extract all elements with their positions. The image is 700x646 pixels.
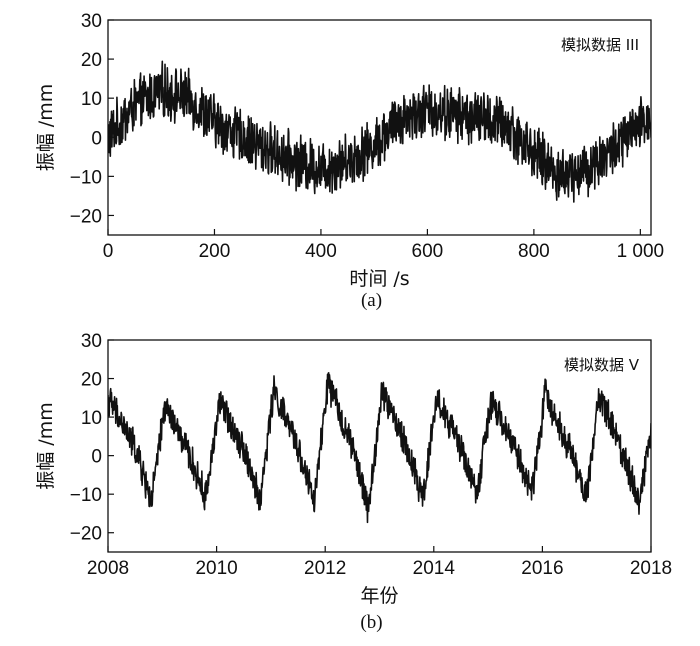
y-tick-label-a-1: −10 xyxy=(70,167,102,188)
x-tick-label-b-2: 2012 xyxy=(304,558,346,579)
y-tick-label-b-1: −10 xyxy=(70,485,102,506)
panel-title-a: 模拟数据 III xyxy=(561,36,639,54)
x-tick-label-b-4: 2016 xyxy=(521,558,563,579)
y-axis-label-a: 振幅 /mm xyxy=(35,84,57,171)
x-tick-label-a-2: 400 xyxy=(305,241,337,262)
y-tick-label-b-2: 0 xyxy=(91,447,102,468)
plot-area-b xyxy=(108,372,651,524)
x-tick-label-a-3: 600 xyxy=(412,241,444,262)
y-tick-label-b-5: 30 xyxy=(81,331,102,352)
y-tick-label-a-4: 20 xyxy=(81,50,102,71)
x-tick-label-b-3: 2014 xyxy=(413,558,456,579)
x-tick-label-a-4: 800 xyxy=(518,241,550,262)
y-tick-label-a-0: −20 xyxy=(70,206,102,227)
x-tick-label-a-0: 0 xyxy=(103,241,114,262)
series-line-a-0 xyxy=(108,60,651,203)
panel-title-b: 模拟数据 V xyxy=(564,356,640,374)
y-tick-label-b-3: 10 xyxy=(81,408,102,429)
y-axis-label-b: 振幅 /mm xyxy=(35,402,57,489)
x-tick-label-a-5: 1 000 xyxy=(617,241,665,262)
x-axis-label-a: 时间 /s xyxy=(349,268,409,290)
x-tick-label-a-1: 200 xyxy=(199,241,231,262)
axes-frame-a xyxy=(107,19,652,236)
y-tick-label-a-2: 0 xyxy=(91,128,102,149)
ticks-b: 2008 2010 2012 2014 2016 2018 −20 −10 0 10 20 30 xyxy=(70,331,672,579)
x-tick-label-b-1: 2010 xyxy=(195,558,237,579)
y-tick-label-b-0: −20 xyxy=(70,524,102,545)
plot-area-a xyxy=(108,60,651,203)
axes-frame-b xyxy=(107,339,652,553)
y-tick-label-a-5: 30 xyxy=(81,11,102,32)
x-tick-label-b-5: 2018 xyxy=(630,558,672,579)
subfigure-label-a: (a) xyxy=(361,290,382,311)
x-tick-label-b-0: 2008 xyxy=(87,558,129,579)
ticks-a: 0 200 400 600 800 1 000 −20 −10 0 10 20 30 xyxy=(70,11,664,262)
panel-b: 2008 2010 2012 2014 2016 2018 −20 −10 0 10 20 30 模拟… xyxy=(35,331,672,633)
x-axis-label-b: 年份 xyxy=(360,585,398,607)
y-tick-label-a-3: 10 xyxy=(81,89,102,110)
series-line-b-0 xyxy=(108,372,651,524)
subfigure-label-b: (b) xyxy=(360,612,382,633)
panel-a: 0 200 400 600 800 1 000 −20 −10 0 10 20 30 模拟数据 III… xyxy=(35,11,664,311)
y-tick-label-b-4: 20 xyxy=(81,370,102,391)
